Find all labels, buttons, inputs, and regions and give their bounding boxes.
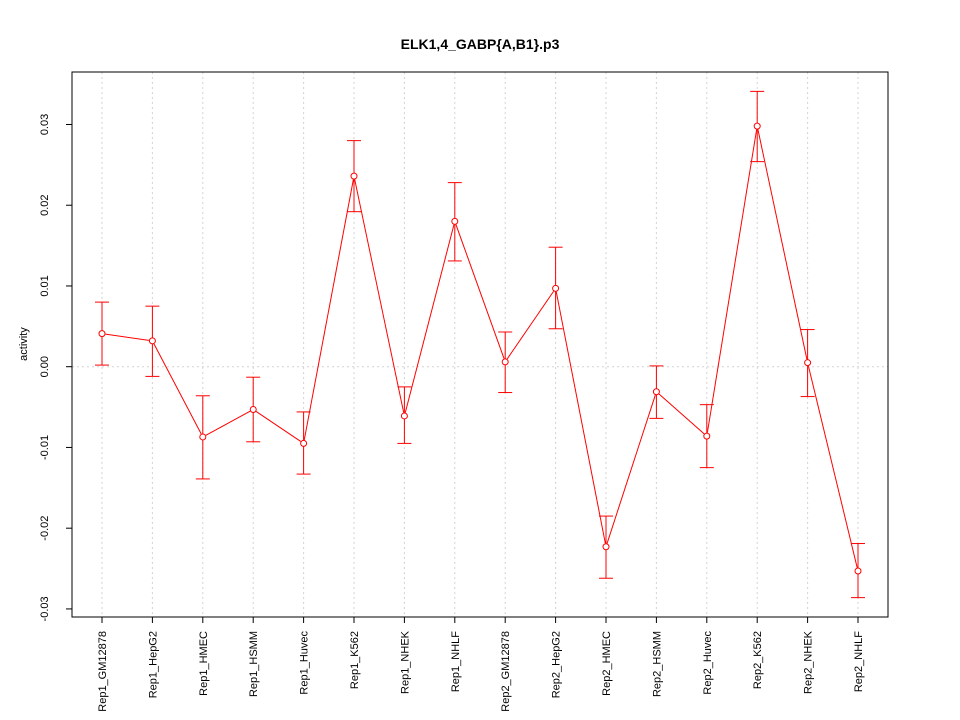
data-point [652, 388, 660, 396]
data-point [501, 358, 509, 366]
x-tick-label: Rep1_K562 [349, 631, 361, 689]
series-line-segment [757, 129, 808, 360]
data-point [400, 412, 408, 420]
x-tick-label: Rep1_NHEK [399, 630, 411, 694]
x-tick-label: Rep2_K562 [752, 631, 764, 689]
y-tick-label: 0.01 [39, 275, 51, 296]
data-point [804, 359, 812, 367]
y-tick-label: -0.01 [39, 435, 51, 460]
data-point [350, 172, 358, 180]
series-group [95, 90, 865, 599]
x-tick-label: Rep1_HSMM [248, 631, 260, 697]
series-line-segment [354, 179, 405, 413]
x-axis: Rep1_GM12878 Rep1_HepG2 Rep1_HMEC Rep1_HSMM… [97, 617, 865, 712]
data-point [148, 337, 156, 345]
x-tick-label: Rep1_HepG2 [147, 631, 159, 698]
x-tick-label: Rep1_HMEC [198, 631, 210, 696]
y-tick-label: 0.03 [39, 114, 51, 135]
grid [72, 72, 888, 617]
y-axis: -0.03 -0.02 -0.01 0.00 0.01 0.02 0.03 [39, 114, 72, 621]
x-tick-label: Rep1_GM12878 [97, 631, 109, 712]
x-tick-label: Rep2_HSMM [651, 631, 663, 697]
series-line-segment [555, 291, 606, 544]
series-line-segment [404, 224, 455, 413]
data-point [199, 433, 207, 441]
series-line-segment [205, 410, 251, 436]
y-tick-label: -0.02 [39, 516, 51, 541]
series-line-segment [606, 394, 656, 544]
chart-title: ELK1,4_GABP{A,B1}.p3 [401, 36, 560, 52]
data-point [854, 567, 862, 575]
x-tick-label: Rep1_NHLF [450, 631, 462, 692]
series-line-segment [658, 393, 705, 435]
series-line-segment [255, 411, 301, 442]
series-line-segment [455, 224, 505, 359]
x-tick-label: Rep2_NHLF [853, 631, 865, 692]
y-tick-label: -0.03 [39, 596, 51, 621]
x-tick-label: Rep1_Huvec [299, 631, 311, 695]
data-point [753, 122, 761, 130]
data-point [249, 405, 257, 413]
data-point [602, 543, 610, 551]
data-point [451, 217, 459, 225]
y-axis-label: activity [18, 327, 30, 361]
data-point [703, 432, 711, 440]
y-tick-label: 0.00 [39, 356, 51, 377]
data-point [300, 439, 308, 447]
x-tick-label: Rep2_NHEK [803, 630, 815, 694]
series-line-segment [506, 290, 555, 360]
x-tick-label: Rep2_GM12878 [500, 631, 512, 712]
x-tick-label: Rep2_Huvec [702, 631, 714, 695]
x-tick-label: Rep2_HMEC [601, 631, 613, 696]
series-line-segment [807, 365, 858, 568]
data-point [552, 284, 560, 292]
x-tick-label: Rep2_HepG2 [551, 631, 563, 698]
plot-frame [71, 71, 889, 618]
y-tick-label: 0.02 [39, 195, 51, 216]
data-point [98, 330, 106, 338]
series-line-segment [153, 343, 202, 435]
series-line-segment [706, 129, 758, 433]
series-line-segment [105, 333, 150, 341]
series-line-segment [303, 179, 354, 441]
